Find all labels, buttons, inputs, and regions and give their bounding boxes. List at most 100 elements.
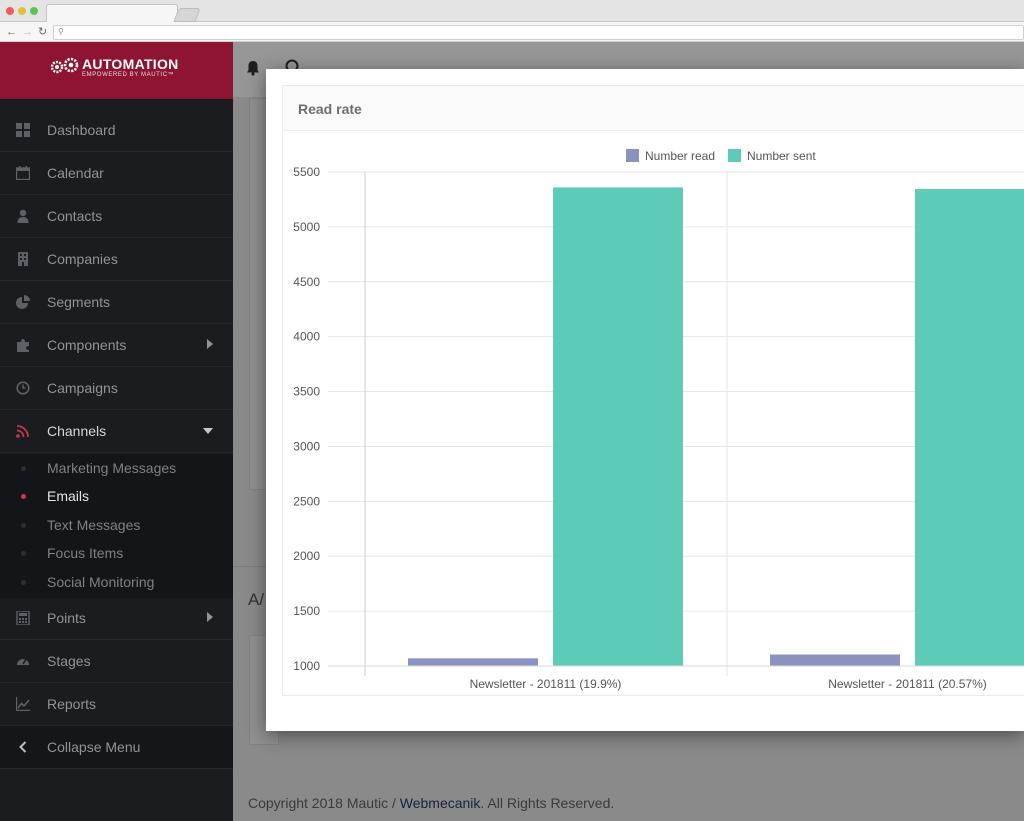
sidebar-subitem-emails[interactable]: Emails	[0, 482, 233, 510]
dashboard-icon	[16, 123, 30, 137]
sidebar-item-label: Campaigns	[47, 380, 118, 396]
sidebar-subitem-label: Focus Items	[47, 545, 124, 561]
page-footer: Copyright 2018 Mautic / Webmecanik. All …	[248, 795, 614, 811]
sidebar-item-label: Reports	[47, 696, 97, 712]
browser-titlebar	[0, 0, 1024, 23]
sidebar-item-points[interactable]: Points	[0, 597, 233, 640]
sidebar-item-channels[interactable]: Channels	[0, 410, 233, 453]
legend-swatch	[626, 149, 639, 162]
bullet-icon	[21, 551, 26, 556]
sidebar-subitem-label: Social Monitoring	[47, 574, 155, 590]
sidebar-item-label: Stages	[47, 653, 91, 669]
sidebar-item-label: Calendar	[47, 165, 104, 181]
sidebar-item-segments[interactable]: Segments	[0, 281, 233, 324]
sidebar-item-label: Points	[47, 610, 86, 626]
legend-label: Number read	[645, 149, 715, 163]
collapse-menu-label: Collapse Menu	[47, 739, 141, 755]
sidebar-item-campaigns[interactable]: Campaigns	[0, 367, 233, 410]
bullet-icon	[21, 523, 26, 528]
x-tick-label: Newsletter - 201811 (20.57%)	[828, 677, 987, 691]
bar-number-sent	[553, 187, 683, 666]
y-tick-label: 2000	[293, 549, 320, 563]
y-tick-label: 2500	[293, 494, 320, 508]
sidebar-item-label: Channels	[47, 423, 107, 439]
footer-rights: . All Rights Reserved.	[480, 795, 615, 811]
sidebar-subitem-focus-items[interactable]: Focus Items	[0, 539, 233, 567]
calculator-icon	[16, 610, 30, 626]
calendar-icon	[15, 166, 31, 181]
x-tick-label: Newsletter - 201811 (19.9%)	[470, 677, 622, 691]
new-tab-button[interactable]	[173, 8, 201, 22]
line-chart-icon	[15, 697, 30, 712]
building-icon	[16, 252, 30, 266]
minimize-window-button[interactable]	[18, 7, 26, 15]
sidebar-subitem-social-monitoring[interactable]: Social Monitoring	[0, 568, 233, 596]
sidebar-subitem-label: Emails	[47, 488, 90, 504]
gears-logo-icon	[50, 57, 79, 74]
collapse-menu-button[interactable]: Collapse Menu	[0, 726, 233, 769]
legend-label: Number sent	[747, 149, 816, 163]
bell-icon[interactable]	[245, 60, 261, 76]
chevron-right-icon	[207, 339, 213, 349]
back-arrow-icon[interactable]: ←	[6, 26, 17, 38]
sidebar-item-reports[interactable]: Reports	[0, 683, 233, 726]
bullet-icon	[21, 466, 26, 471]
y-tick-label: 3000	[293, 439, 320, 453]
close-window-button[interactable]	[6, 7, 14, 15]
brand-tagline: EMPOWERED BY MAUTIC™	[82, 72, 175, 78]
footer-link-webmecanik[interactable]: Webmecanik	[399, 795, 481, 811]
brand-header[interactable]: AUTOMATION EMPOWERED BY MAUTIC™	[0, 42, 233, 99]
sidebar-item-label: Companies	[47, 251, 118, 267]
browser-tab[interactable]	[46, 4, 178, 23]
tachometer-icon	[16, 654, 30, 668]
sidebar-subitem-text-messages[interactable]: Text Messages	[0, 511, 233, 539]
y-tick-label: 1500	[293, 604, 320, 618]
sidebar-item-components[interactable]: Components	[0, 324, 233, 367]
background-section-heading: A/	[248, 590, 265, 609]
clock-icon	[16, 381, 30, 395]
sidebar-item-stages[interactable]: Stages	[0, 640, 233, 683]
sidebar: AUTOMATION EMPOWERED BY MAUTIC™ Dashboar…	[0, 42, 233, 821]
puzzle-icon	[16, 338, 30, 352]
bullet-icon	[21, 494, 26, 499]
y-tick-label: 5000	[293, 220, 320, 234]
user-icon	[16, 209, 30, 223]
channels-submenu: Marketing Messages Emails Text Messages …	[0, 454, 233, 598]
bar-number-sent	[915, 189, 1024, 666]
chart-panel-header: Read rate	[283, 86, 1024, 131]
bullet-icon	[21, 580, 26, 585]
chart-title: Read rate	[298, 101, 362, 117]
chevron-right-icon	[207, 612, 213, 622]
y-tick-label: 3500	[293, 385, 320, 399]
footer-copyright: Copyright 2018 Mautic /	[248, 795, 400, 811]
search-icon: ⚲	[58, 27, 64, 36]
browser-toolbar: ← → ↻ ⚲	[0, 22, 1024, 42]
forward-arrow-icon[interactable]: →	[22, 26, 33, 38]
sidebar-item-label: Segments	[47, 294, 111, 310]
y-tick-label: 4500	[293, 275, 320, 289]
reload-icon[interactable]: ↻	[38, 26, 48, 38]
chevron-left-icon	[16, 740, 30, 754]
sidebar-item-calendar[interactable]: Calendar	[0, 152, 233, 195]
sidebar-item-contacts[interactable]: Contacts	[0, 195, 233, 238]
sidebar-subitem-label: Marketing Messages	[47, 460, 177, 476]
bar-number-read	[770, 654, 900, 666]
chevron-down-icon	[203, 428, 213, 434]
sidebar-item-companies[interactable]: Companies	[0, 238, 233, 281]
sidebar-subitem-marketing-messages[interactable]: Marketing Messages	[0, 454, 233, 482]
y-tick-label: 1000	[293, 659, 320, 673]
sidebar-item-label: Contacts	[47, 208, 103, 224]
brand-name: AUTOMATION	[82, 56, 179, 72]
legend-swatch	[728, 149, 741, 162]
sidebar-item-label: Dashboard	[47, 122, 116, 138]
sidebar-subitem-label: Text Messages	[47, 517, 141, 533]
background-divider	[233, 566, 266, 567]
y-tick-label: 4000	[293, 330, 320, 344]
y-tick-label: 5500	[293, 165, 320, 179]
address-bar[interactable]: ⚲	[53, 25, 1024, 40]
maximize-window-button[interactable]	[30, 7, 38, 15]
read-rate-chart: 1000 1500 2000 2500 3000 3500 4000 4500 5000 5500…	[293, 149, 1024, 691]
chart-panel: Read rate	[282, 85, 1024, 696]
sidebar-item-dashboard[interactable]: Dashboard	[0, 109, 233, 152]
sidebar-item-label: Components	[47, 337, 127, 353]
